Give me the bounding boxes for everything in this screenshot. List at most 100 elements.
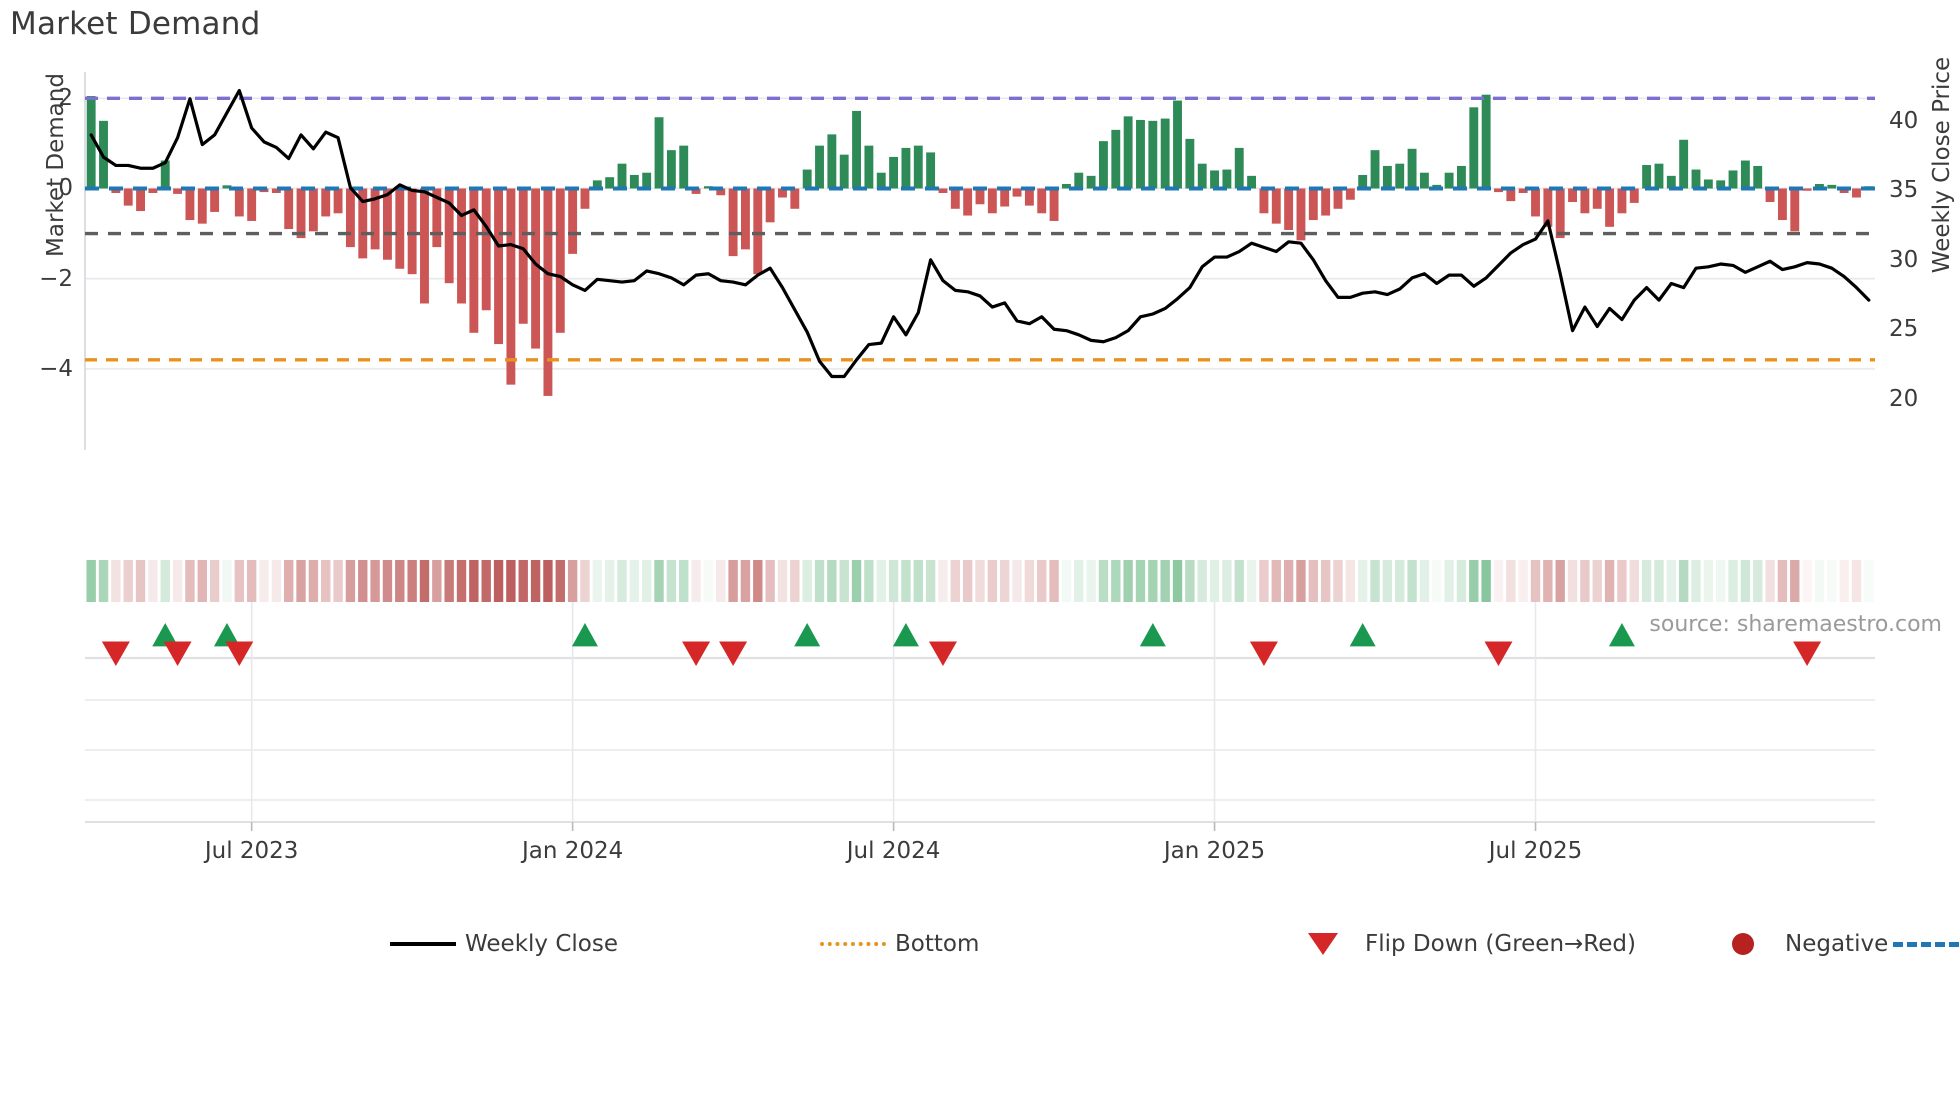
x-tick-label: Jan 2025 [1163,838,1266,864]
legend-item[interactable]: Baseline (0) [1888,931,1960,957]
strip-cell [518,560,528,602]
demand-bar-positive [160,160,170,189]
flip-up-marker [892,623,919,647]
legend-item[interactable]: Flip Down (Green→Red) [1285,931,1705,957]
y-tick-label-right: 30 [1889,246,1919,273]
strip-cell [1864,560,1874,602]
x-tick-label: Jul 2025 [1488,838,1583,864]
strip-cell [209,560,220,602]
demand-bar-positive [629,174,639,189]
strip-cell [506,560,516,602]
legend-item[interactable]: Bottom [815,931,1285,957]
flip-down-marker [682,641,711,666]
y-tick-label-left: 2 [58,85,73,112]
demand-bar-negative [1568,188,1577,203]
legend-item[interactable]: Weekly Close [385,931,815,957]
demand-bar-negative [1839,188,1849,193]
demand-bar-negative [296,188,306,239]
flip-up-markers-group [152,623,1635,647]
demand-bar-negative [284,188,294,230]
demand-bar-negative [1592,188,1602,209]
demand-bar-positive [605,177,615,189]
strip-cell [111,560,121,602]
demand-bar-negative [1296,188,1306,241]
demand-bar-negative [1629,188,1639,203]
demand-bar-negative [136,188,145,212]
strip-cell [283,560,294,602]
demand-bar-positive [913,145,923,189]
demand-bar-positive [1666,175,1676,189]
strip-cell [1678,560,1689,602]
strip-cell [864,560,874,602]
strip-cell [1481,560,1491,602]
strip-cell [999,560,1010,602]
demand-bar-positive [876,172,886,189]
demand-bar-positive [1691,169,1701,189]
strip-cell [407,560,417,602]
strip-cell [740,560,751,602]
legend-item[interactable]: Negative [1705,931,1888,957]
demand-bar-negative [975,188,985,205]
strip-cell [1493,560,1504,602]
strip-cell [160,560,170,602]
strip-cell [790,560,800,602]
strip-cell [321,560,331,602]
strip-cell [1506,560,1516,602]
demand-bar-negative [173,188,183,194]
strip-cell [1209,560,1220,602]
demand-bar-positive [1642,165,1652,189]
strip-cell [1666,560,1677,602]
strip-cell [1580,560,1590,602]
demand-bar-positive [592,180,602,189]
demand-bar-positive [1419,172,1429,189]
demand-bar-positive [617,163,627,189]
strip-cell [1530,560,1541,602]
strip-cell [925,560,936,602]
strip-cell [271,560,282,602]
strip-cell [1320,560,1331,602]
strip-cell [1111,560,1121,602]
flip-up-marker [152,623,179,647]
flip-down-marker [225,641,254,666]
y-tick-label-left: −4 [39,355,73,382]
demand-bar-negative [1605,188,1615,227]
strip-cell [777,560,788,602]
flip-up-marker [571,623,598,647]
strip-cell [1024,560,1035,602]
strip-cell [543,560,553,602]
strip-cell [296,560,306,602]
demand-bar-negative [407,188,417,275]
demand-bar-negative [444,188,454,284]
strip-cell [1444,560,1454,602]
demand-bar-positive [901,147,911,189]
demand-bar-negative [1852,188,1861,198]
demand-bar-positive [926,152,936,189]
source-attribution: source: sharemaestro.com [1649,612,1942,637]
strip-cell [1296,560,1306,602]
dotted-line-icon [815,931,891,957]
demand-bar-positive [1395,163,1405,189]
strip-cell [1259,560,1269,602]
strip-cell [222,560,232,602]
demand-bar-positive [1086,175,1096,189]
strip-cell [617,560,627,602]
x-tick-label: Jul 2023 [204,838,299,864]
strip-cell [987,560,998,602]
demand-bar-positive [1703,179,1713,189]
y-tick-label-right: 20 [1889,385,1919,412]
demand-bar-negative [987,188,997,214]
strip-cell [1543,560,1553,602]
strip-cell [1456,560,1467,602]
strip-cell [1061,560,1072,602]
strip-cell [938,560,948,602]
demand-bar-negative [420,188,429,304]
strip-cell [1197,560,1207,602]
demand-bar-positive [703,186,713,189]
demand-bar-negative [963,188,973,216]
demand-bar-positive [1481,94,1491,189]
strip-cell [592,560,603,602]
strip-cell [1715,560,1726,602]
strip-cell [1148,560,1158,602]
x-tick-label: Jul 2024 [846,838,941,864]
